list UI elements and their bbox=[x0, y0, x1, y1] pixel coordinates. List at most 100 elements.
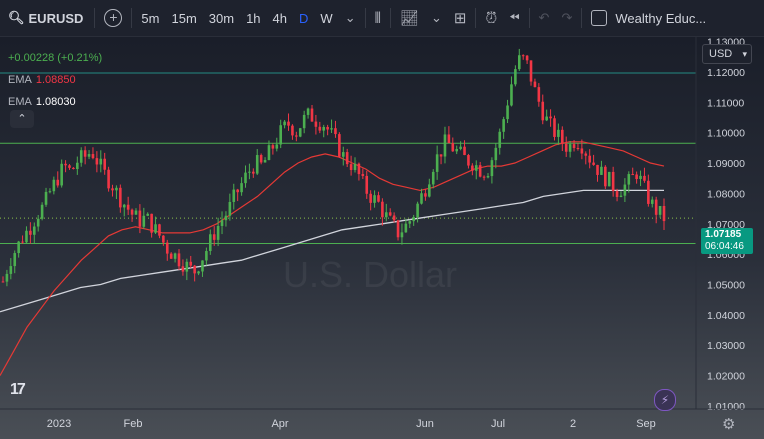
interval-1h[interactable]: 1h bbox=[246, 10, 261, 26]
ema-slow-line[interactable] bbox=[0, 189, 664, 313]
candle-down[interactable] bbox=[580, 148, 584, 154]
interval-dropdown-button[interactable]: ⌄ bbox=[339, 0, 362, 36]
candle-up[interactable] bbox=[17, 241, 20, 254]
tradingview-logo-icon[interactable]: 17 bbox=[10, 381, 26, 398]
candle-up[interactable] bbox=[185, 261, 189, 272]
candle-down[interactable] bbox=[541, 101, 545, 121]
candle-down[interactable] bbox=[162, 235, 165, 243]
candle-up[interactable] bbox=[228, 201, 232, 216]
legend-collapse-button[interactable]: ⌃ bbox=[10, 110, 34, 128]
candle-down[interactable] bbox=[181, 266, 185, 272]
candle-up[interactable] bbox=[568, 144, 572, 152]
candle-up[interactable] bbox=[322, 126, 326, 131]
candle-down[interactable] bbox=[150, 213, 153, 233]
candle-down[interactable] bbox=[189, 261, 193, 266]
candle-up[interactable] bbox=[205, 251, 208, 261]
candle-up[interactable] bbox=[76, 162, 79, 170]
candle-down[interactable] bbox=[615, 191, 619, 197]
candle-down[interactable] bbox=[64, 163, 67, 166]
candle-up[interactable] bbox=[240, 183, 243, 193]
candle-up[interactable] bbox=[122, 204, 126, 208]
ema-fast-label[interactable]: EMA bbox=[8, 74, 32, 86]
candle-up[interactable] bbox=[431, 171, 435, 185]
candle-up[interactable] bbox=[400, 232, 404, 238]
candle-up[interactable] bbox=[302, 114, 306, 129]
candle-up[interactable] bbox=[79, 150, 83, 163]
candle-down[interactable] bbox=[588, 155, 591, 163]
candle-down[interactable] bbox=[482, 176, 486, 178]
candle-up[interactable] bbox=[619, 195, 623, 197]
candle-up[interactable] bbox=[279, 125, 282, 145]
candle-down[interactable] bbox=[72, 167, 75, 170]
candle-up[interactable] bbox=[173, 253, 177, 259]
interval-15m[interactable]: 15m bbox=[171, 10, 197, 26]
interval-5m[interactable]: 5m bbox=[141, 10, 160, 26]
candle-down[interactable] bbox=[662, 206, 666, 222]
candle-down[interactable] bbox=[68, 165, 71, 168]
candle-down[interactable] bbox=[451, 143, 455, 152]
candle-down[interactable] bbox=[193, 265, 196, 274]
candle-down[interactable] bbox=[553, 118, 556, 137]
candle-down[interactable] bbox=[259, 155, 263, 163]
candle-down[interactable] bbox=[533, 81, 537, 88]
candle-up[interactable] bbox=[650, 199, 654, 204]
candle-up[interactable] bbox=[115, 187, 118, 191]
ema-fast-line[interactable] bbox=[0, 141, 665, 376]
candle-up[interactable] bbox=[514, 69, 517, 85]
candle-down[interactable] bbox=[177, 253, 181, 267]
candle-down[interactable] bbox=[357, 163, 361, 175]
indicators-button[interactable]: 📈︎ bbox=[394, 0, 425, 36]
candle-down[interactable] bbox=[29, 230, 32, 235]
candle-up[interactable] bbox=[87, 154, 91, 157]
candle-down[interactable] bbox=[236, 189, 239, 193]
candle-down[interactable] bbox=[326, 126, 329, 130]
templates-button[interactable]: ⊞ bbox=[448, 0, 473, 36]
candle-up[interactable] bbox=[201, 260, 204, 272]
candle-down[interactable] bbox=[529, 60, 533, 82]
candle-up[interactable] bbox=[208, 234, 212, 252]
indicators-dropdown-button[interactable]: ⌄ bbox=[425, 0, 448, 36]
candle-up[interactable] bbox=[517, 55, 521, 70]
candle-up[interactable] bbox=[494, 147, 498, 161]
candle-up[interactable] bbox=[506, 105, 509, 120]
candle-up[interactable] bbox=[154, 224, 157, 233]
candle-up[interactable] bbox=[408, 221, 412, 224]
price-chart[interactable]: U.S. Dollar 1.13000 1.12000 1.11000 1.10000 1… bbox=[0, 37, 764, 439]
candle-down[interactable] bbox=[463, 146, 466, 156]
candle-up[interactable] bbox=[443, 134, 447, 157]
candle-up[interactable] bbox=[474, 165, 478, 171]
candle-up[interactable] bbox=[627, 174, 631, 185]
candle-up[interactable] bbox=[412, 217, 415, 222]
candle-down[interactable] bbox=[647, 180, 650, 204]
currency-select[interactable]: USD ▾ bbox=[702, 44, 752, 64]
candle-down[interactable] bbox=[169, 253, 173, 259]
candle-down[interactable] bbox=[107, 169, 110, 189]
candle-down[interactable] bbox=[596, 164, 599, 175]
candle-down[interactable] bbox=[318, 126, 322, 131]
candle-down[interactable] bbox=[349, 164, 353, 170]
candle-up[interactable] bbox=[48, 191, 52, 193]
candle-up[interactable] bbox=[459, 146, 462, 149]
compare-symbol-button[interactable]: + bbox=[98, 0, 128, 36]
candle-down[interactable] bbox=[392, 215, 396, 221]
interval-d[interactable]: D bbox=[299, 10, 309, 26]
candle-down[interactable] bbox=[287, 121, 290, 126]
candle-down[interactable] bbox=[592, 162, 595, 165]
candle-down[interactable] bbox=[103, 158, 106, 170]
redo-button[interactable]: ↷ bbox=[555, 0, 578, 36]
candle-down[interactable] bbox=[584, 153, 588, 156]
candle-down[interactable] bbox=[361, 174, 365, 176]
candle-up[interactable] bbox=[283, 121, 286, 126]
candle-down[interactable] bbox=[604, 166, 607, 187]
candle-down[interactable] bbox=[365, 175, 369, 194]
candle-up[interactable] bbox=[435, 154, 439, 172]
candle-down[interactable] bbox=[471, 165, 474, 171]
candle-up[interactable] bbox=[99, 158, 103, 165]
candle-up[interactable] bbox=[373, 195, 376, 203]
candle-up[interactable] bbox=[490, 160, 494, 177]
candle-down[interactable] bbox=[271, 145, 275, 149]
candle-up[interactable] bbox=[224, 215, 228, 221]
candle-down[interactable] bbox=[56, 179, 60, 186]
candle-down[interactable] bbox=[111, 188, 114, 191]
candle-up[interactable] bbox=[639, 175, 642, 180]
